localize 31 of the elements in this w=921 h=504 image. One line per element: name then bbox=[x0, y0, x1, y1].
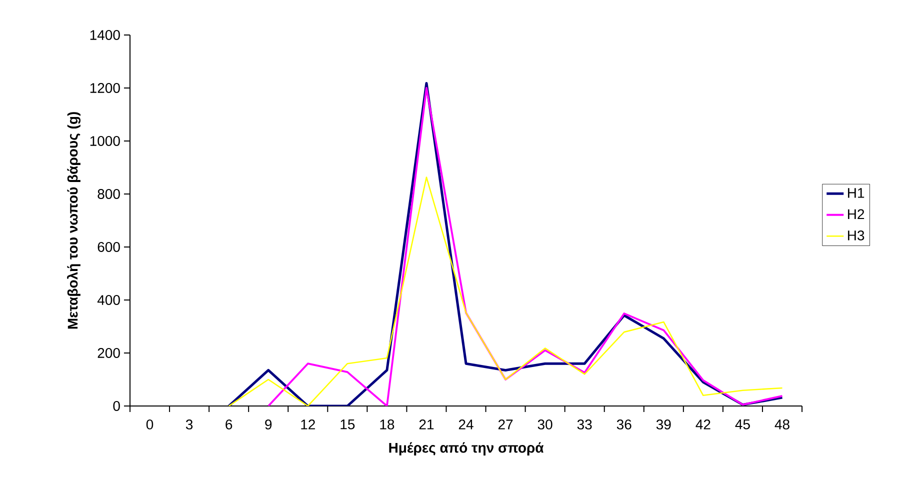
y-tick-label: 800 bbox=[98, 189, 120, 199]
x-tick-label: 21 bbox=[419, 420, 434, 430]
y-tick-label: 1000 bbox=[90, 136, 120, 146]
x-tick-label: 24 bbox=[458, 420, 474, 430]
y-tick-label: 1200 bbox=[90, 83, 120, 93]
x-tick-label: 45 bbox=[735, 420, 750, 430]
y-tick-label: 1400 bbox=[90, 30, 120, 40]
x-tick-label: 36 bbox=[616, 420, 632, 430]
x-tick-label: 15 bbox=[340, 420, 355, 430]
x-tick-label: 42 bbox=[696, 420, 710, 430]
y-tick-label: 400 bbox=[97, 295, 120, 305]
x-tick-label: 9 bbox=[265, 420, 272, 430]
x-tick-label: 39 bbox=[656, 420, 671, 430]
x-tick-label: 30 bbox=[538, 420, 552, 430]
x-tick-label: 0 bbox=[146, 420, 154, 430]
x-tick-label: 18 bbox=[380, 420, 394, 430]
y-tick-label: 200 bbox=[98, 348, 120, 358]
x-tick-label: 12 bbox=[301, 420, 315, 430]
legend-label: H3 bbox=[848, 230, 864, 240]
x-tick-label: 27 bbox=[498, 420, 513, 430]
legend-label: H1 bbox=[848, 188, 864, 198]
x-tick-label: 48 bbox=[774, 420, 790, 430]
y-tick-label: 0 bbox=[113, 401, 120, 411]
x-axis-title: Ημέρες από την σπορά bbox=[389, 442, 544, 456]
y-axis-title: Μεταβολή του νωπού βάρους (g) bbox=[67, 112, 80, 329]
x-tick-label: 6 bbox=[226, 420, 232, 430]
x-tick-label: 3 bbox=[186, 420, 193, 430]
line-series bbox=[228, 176, 783, 406]
x-tick-label: 33 bbox=[577, 420, 592, 430]
legend-label: H2 bbox=[848, 209, 864, 220]
y-tick-label: 600 bbox=[98, 242, 120, 252]
